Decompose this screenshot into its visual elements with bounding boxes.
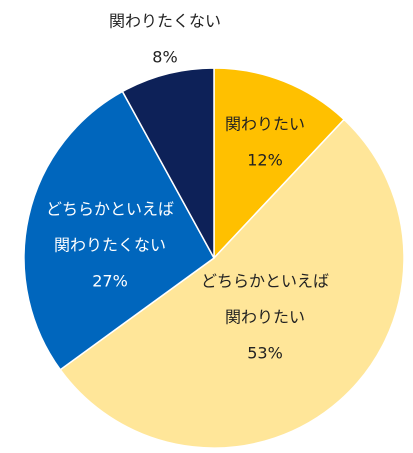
slice-value-label-1: 12% bbox=[247, 151, 283, 170]
slice-category-label-1: 関わりたい bbox=[225, 115, 305, 134]
slice-category-label-3: 関わりたくない bbox=[54, 236, 166, 255]
slice-value-label-2: 53% bbox=[247, 344, 283, 363]
pie-slices bbox=[23, 67, 405, 449]
pie-slice-2 bbox=[59, 118, 405, 449]
pie-slice-3 bbox=[23, 90, 215, 371]
slice-value-label-3: 27% bbox=[92, 272, 128, 291]
pie-slice-1 bbox=[213, 67, 346, 260]
slice-category-label-4: 関わりたくない bbox=[109, 12, 221, 31]
slice-value-label-4: 8% bbox=[152, 48, 177, 67]
slice-category-label-2: どちらかといえば bbox=[201, 272, 329, 291]
pie-labels: 関わりたい12%どちらかといえば関わりたい53%どちらかといえば関わりたくない2… bbox=[46, 12, 329, 363]
slice-category-label-2: 関わりたい bbox=[225, 308, 305, 327]
slice-category-label-3: どちらかといえば bbox=[46, 200, 174, 219]
pie-slice-4 bbox=[121, 67, 215, 259]
